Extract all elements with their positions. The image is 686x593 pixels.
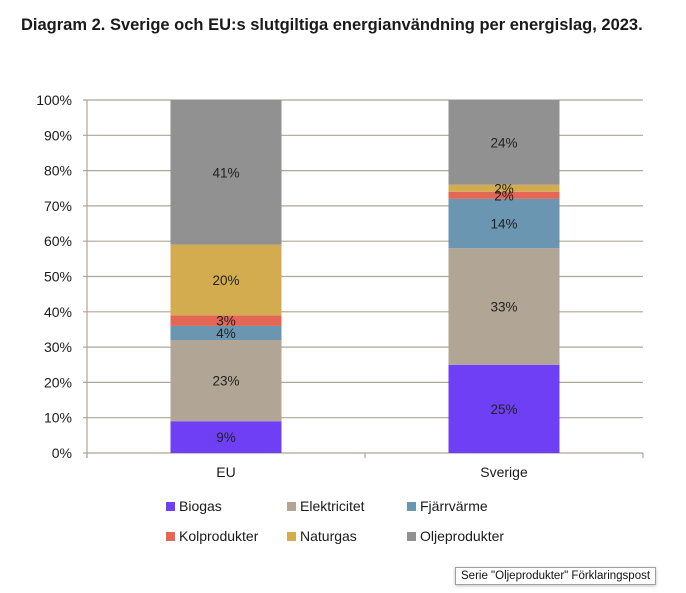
y-tick-label: 30%	[44, 339, 72, 355]
bar-segment-kolprodukter-eu[interactable]	[170, 315, 282, 326]
legend-swatch	[287, 501, 296, 511]
y-tick-label: 90%	[44, 127, 72, 143]
legend-item-oljeprodukter[interactable]: Oljeprodukter	[407, 528, 504, 544]
legend-label: Kolprodukter	[179, 528, 259, 544]
legend-label: Biogas	[179, 498, 222, 514]
data-label: 9%	[216, 430, 236, 445]
bar-segment-fjärrvärme-sverige[interactable]	[448, 198, 560, 249]
legend-swatch	[166, 531, 175, 541]
data-label: 2%	[494, 181, 514, 196]
y-tick-label: 50%	[44, 269, 72, 285]
legend-swatch	[166, 501, 175, 511]
bar-segment-naturgas-sverige[interactable]	[448, 184, 560, 192]
y-tick-label: 20%	[44, 374, 72, 390]
bar-segment-elektricitet-sverige[interactable]	[448, 248, 560, 365]
y-tick-label: 70%	[44, 198, 72, 214]
legend-item-naturgas[interactable]: Naturgas	[287, 528, 357, 544]
legend-item-elektricitet[interactable]: Elektricitet	[287, 498, 365, 514]
y-tick-label: 40%	[44, 304, 72, 320]
legend-swatch	[287, 531, 296, 541]
data-label: 14%	[490, 217, 517, 232]
y-tick-label: 0%	[52, 445, 72, 461]
y-tick-label: 100%	[36, 92, 72, 108]
legend-label: Fjärrvärme	[420, 498, 488, 514]
bar-segment-fjärrvärme-eu[interactable]	[170, 325, 282, 341]
data-label: 41%	[212, 165, 239, 180]
legend-label: Oljeprodukter	[420, 528, 505, 544]
data-label: 2%	[494, 188, 514, 203]
bar-segment-oljeprodukter-sverige[interactable]	[448, 100, 560, 185]
bar-segment-biogas-eu[interactable]	[170, 421, 282, 453]
bar-segment-elektricitet-eu[interactable]	[170, 340, 282, 422]
data-label: 33%	[490, 300, 517, 315]
data-label: 4%	[216, 326, 236, 341]
tooltip: Serie "Oljeprodukter" Förklaringspost	[455, 567, 657, 585]
x-tick-label: Sverige	[480, 464, 528, 480]
legend-label: Naturgas	[300, 528, 357, 544]
y-tick-label: 60%	[44, 233, 72, 249]
x-tick-label: EU	[216, 464, 235, 480]
legend-label: Elektricitet	[300, 498, 365, 514]
data-label: 23%	[212, 374, 239, 389]
y-tick-label: 80%	[44, 163, 72, 179]
data-label: 24%	[490, 135, 517, 150]
y-tick-label: 10%	[44, 410, 72, 426]
legend-item-fjärrvärme[interactable]: Fjärrvärme	[407, 498, 488, 514]
chart-title: Diagram 2. Sverige och EU:s slutgiltiga …	[21, 16, 643, 34]
bar-segment-biogas-sverige[interactable]	[448, 364, 560, 453]
bar-segment-oljeprodukter-eu[interactable]	[170, 100, 282, 245]
legend-item-kolprodukter[interactable]: Kolprodukter	[166, 528, 258, 544]
data-label: 25%	[490, 402, 517, 417]
bar-segment-kolprodukter-sverige[interactable]	[448, 191, 560, 199]
data-label: 20%	[212, 273, 239, 288]
legend-swatch	[407, 531, 416, 541]
legend-item-biogas[interactable]: Biogas	[166, 498, 222, 514]
legend-swatch	[407, 501, 416, 511]
bar-segment-naturgas-eu[interactable]	[170, 244, 282, 316]
data-label: 3%	[216, 314, 236, 329]
